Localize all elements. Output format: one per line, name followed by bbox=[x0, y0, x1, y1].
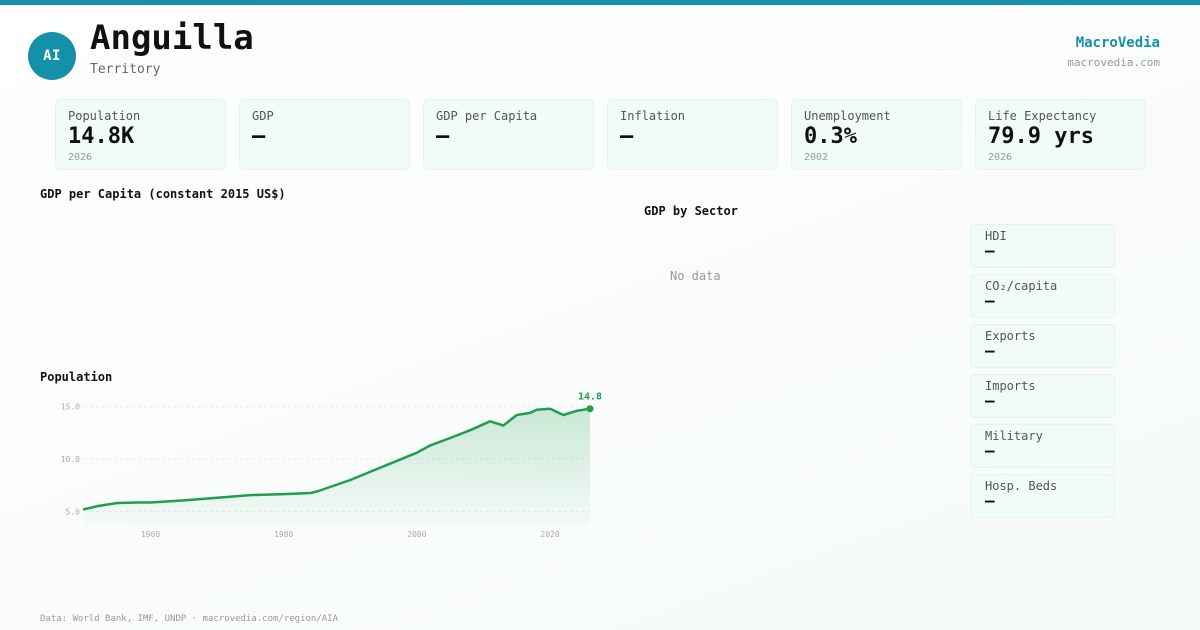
side-card-imports: Imports — bbox=[970, 374, 1115, 418]
stat-card-population: Population 14.8K 2026 bbox=[55, 99, 226, 170]
side-label: Exports bbox=[985, 329, 1036, 343]
footer-source: Data: World Bank, IMF, UNDP · macrovedia… bbox=[40, 614, 339, 624]
side-value: — bbox=[985, 291, 995, 310]
x-tick-label: 2020 bbox=[540, 530, 559, 539]
side-value: — bbox=[985, 491, 995, 510]
population-chart: 5.0 10.0 15.0 1960 1980 2000 2020 14.8 bbox=[61, 392, 602, 539]
population-last-label: 14.8 bbox=[578, 392, 602, 403]
stat-year: 2026 bbox=[68, 152, 93, 163]
side-value: — bbox=[985, 441, 995, 460]
stat-label: Inflation bbox=[620, 109, 686, 123]
side-label: CO₂/capita bbox=[985, 279, 1058, 293]
gdp-per-capita-title: GDP per Capita (constant 2015 US$) bbox=[40, 187, 286, 201]
population-line bbox=[82, 407, 592, 511]
stat-card-gdp-per-capita: GDP per Capita — bbox=[423, 99, 594, 170]
y-tick-label: 15.0 bbox=[61, 403, 80, 412]
brand-name[interactable]: MacroVedia bbox=[1075, 35, 1160, 51]
population-last-point bbox=[586, 405, 594, 413]
stat-year: 2002 bbox=[804, 152, 829, 163]
avatar: AI bbox=[28, 32, 76, 80]
stat-value: — bbox=[252, 124, 266, 149]
side-label: Imports bbox=[985, 379, 1036, 393]
side-value: — bbox=[985, 341, 995, 360]
y-tick-label: 10.0 bbox=[61, 455, 80, 464]
side-card-hosp-beds: Hosp. Beds — bbox=[970, 474, 1115, 518]
page-title: Anguilla bbox=[90, 18, 254, 58]
side-label: Hosp. Beds bbox=[985, 479, 1058, 493]
stat-year: 2026 bbox=[988, 152, 1013, 163]
stat-label: GDP per Capita bbox=[436, 109, 538, 123]
stat-label: Life Expectancy bbox=[988, 109, 1097, 123]
side-value: — bbox=[985, 391, 995, 410]
stat-value: 14.8K bbox=[68, 124, 135, 149]
page-subtitle: Territory bbox=[90, 62, 161, 77]
stat-value: — bbox=[620, 124, 634, 149]
stat-value: 79.9 yrs bbox=[988, 124, 1094, 149]
population-area bbox=[84, 408, 590, 525]
top-accent-bar bbox=[0, 0, 1200, 5]
side-value: — bbox=[985, 241, 995, 260]
y-tick-label: 5.0 bbox=[66, 507, 81, 516]
brand-url[interactable]: macrovedia.com bbox=[1067, 56, 1160, 69]
x-tick-label: 2000 bbox=[407, 530, 426, 539]
stat-label: Population bbox=[68, 109, 141, 123]
side-card-military: Military — bbox=[970, 424, 1115, 468]
stat-card-life-expectancy: Life Expectancy 79.9 yrs 2026 bbox=[975, 99, 1146, 170]
x-tick-label: 1980 bbox=[274, 530, 293, 539]
stat-label: Unemployment bbox=[804, 109, 891, 123]
x-tick-label: 1960 bbox=[141, 530, 160, 539]
side-card-exports: Exports — bbox=[970, 324, 1115, 368]
side-card-hdi: HDI — bbox=[970, 224, 1115, 268]
stat-card-unemployment: Unemployment 0.3% 2002 bbox=[791, 99, 962, 170]
gdp-by-sector-no-data: No data bbox=[670, 269, 721, 283]
stat-label: GDP bbox=[252, 109, 274, 123]
stat-card-inflation: Inflation — bbox=[607, 99, 778, 170]
stat-card-gdp: GDP — bbox=[239, 99, 410, 170]
side-card-co2: CO₂/capita — bbox=[970, 274, 1115, 318]
side-label: HDI bbox=[985, 229, 1007, 243]
gdp-by-sector-title: GDP by Sector bbox=[644, 204, 738, 218]
side-label: Military bbox=[985, 429, 1043, 443]
population-title: Population bbox=[40, 370, 113, 384]
stat-value: 0.3% bbox=[804, 124, 857, 149]
stat-value: — bbox=[436, 124, 450, 149]
